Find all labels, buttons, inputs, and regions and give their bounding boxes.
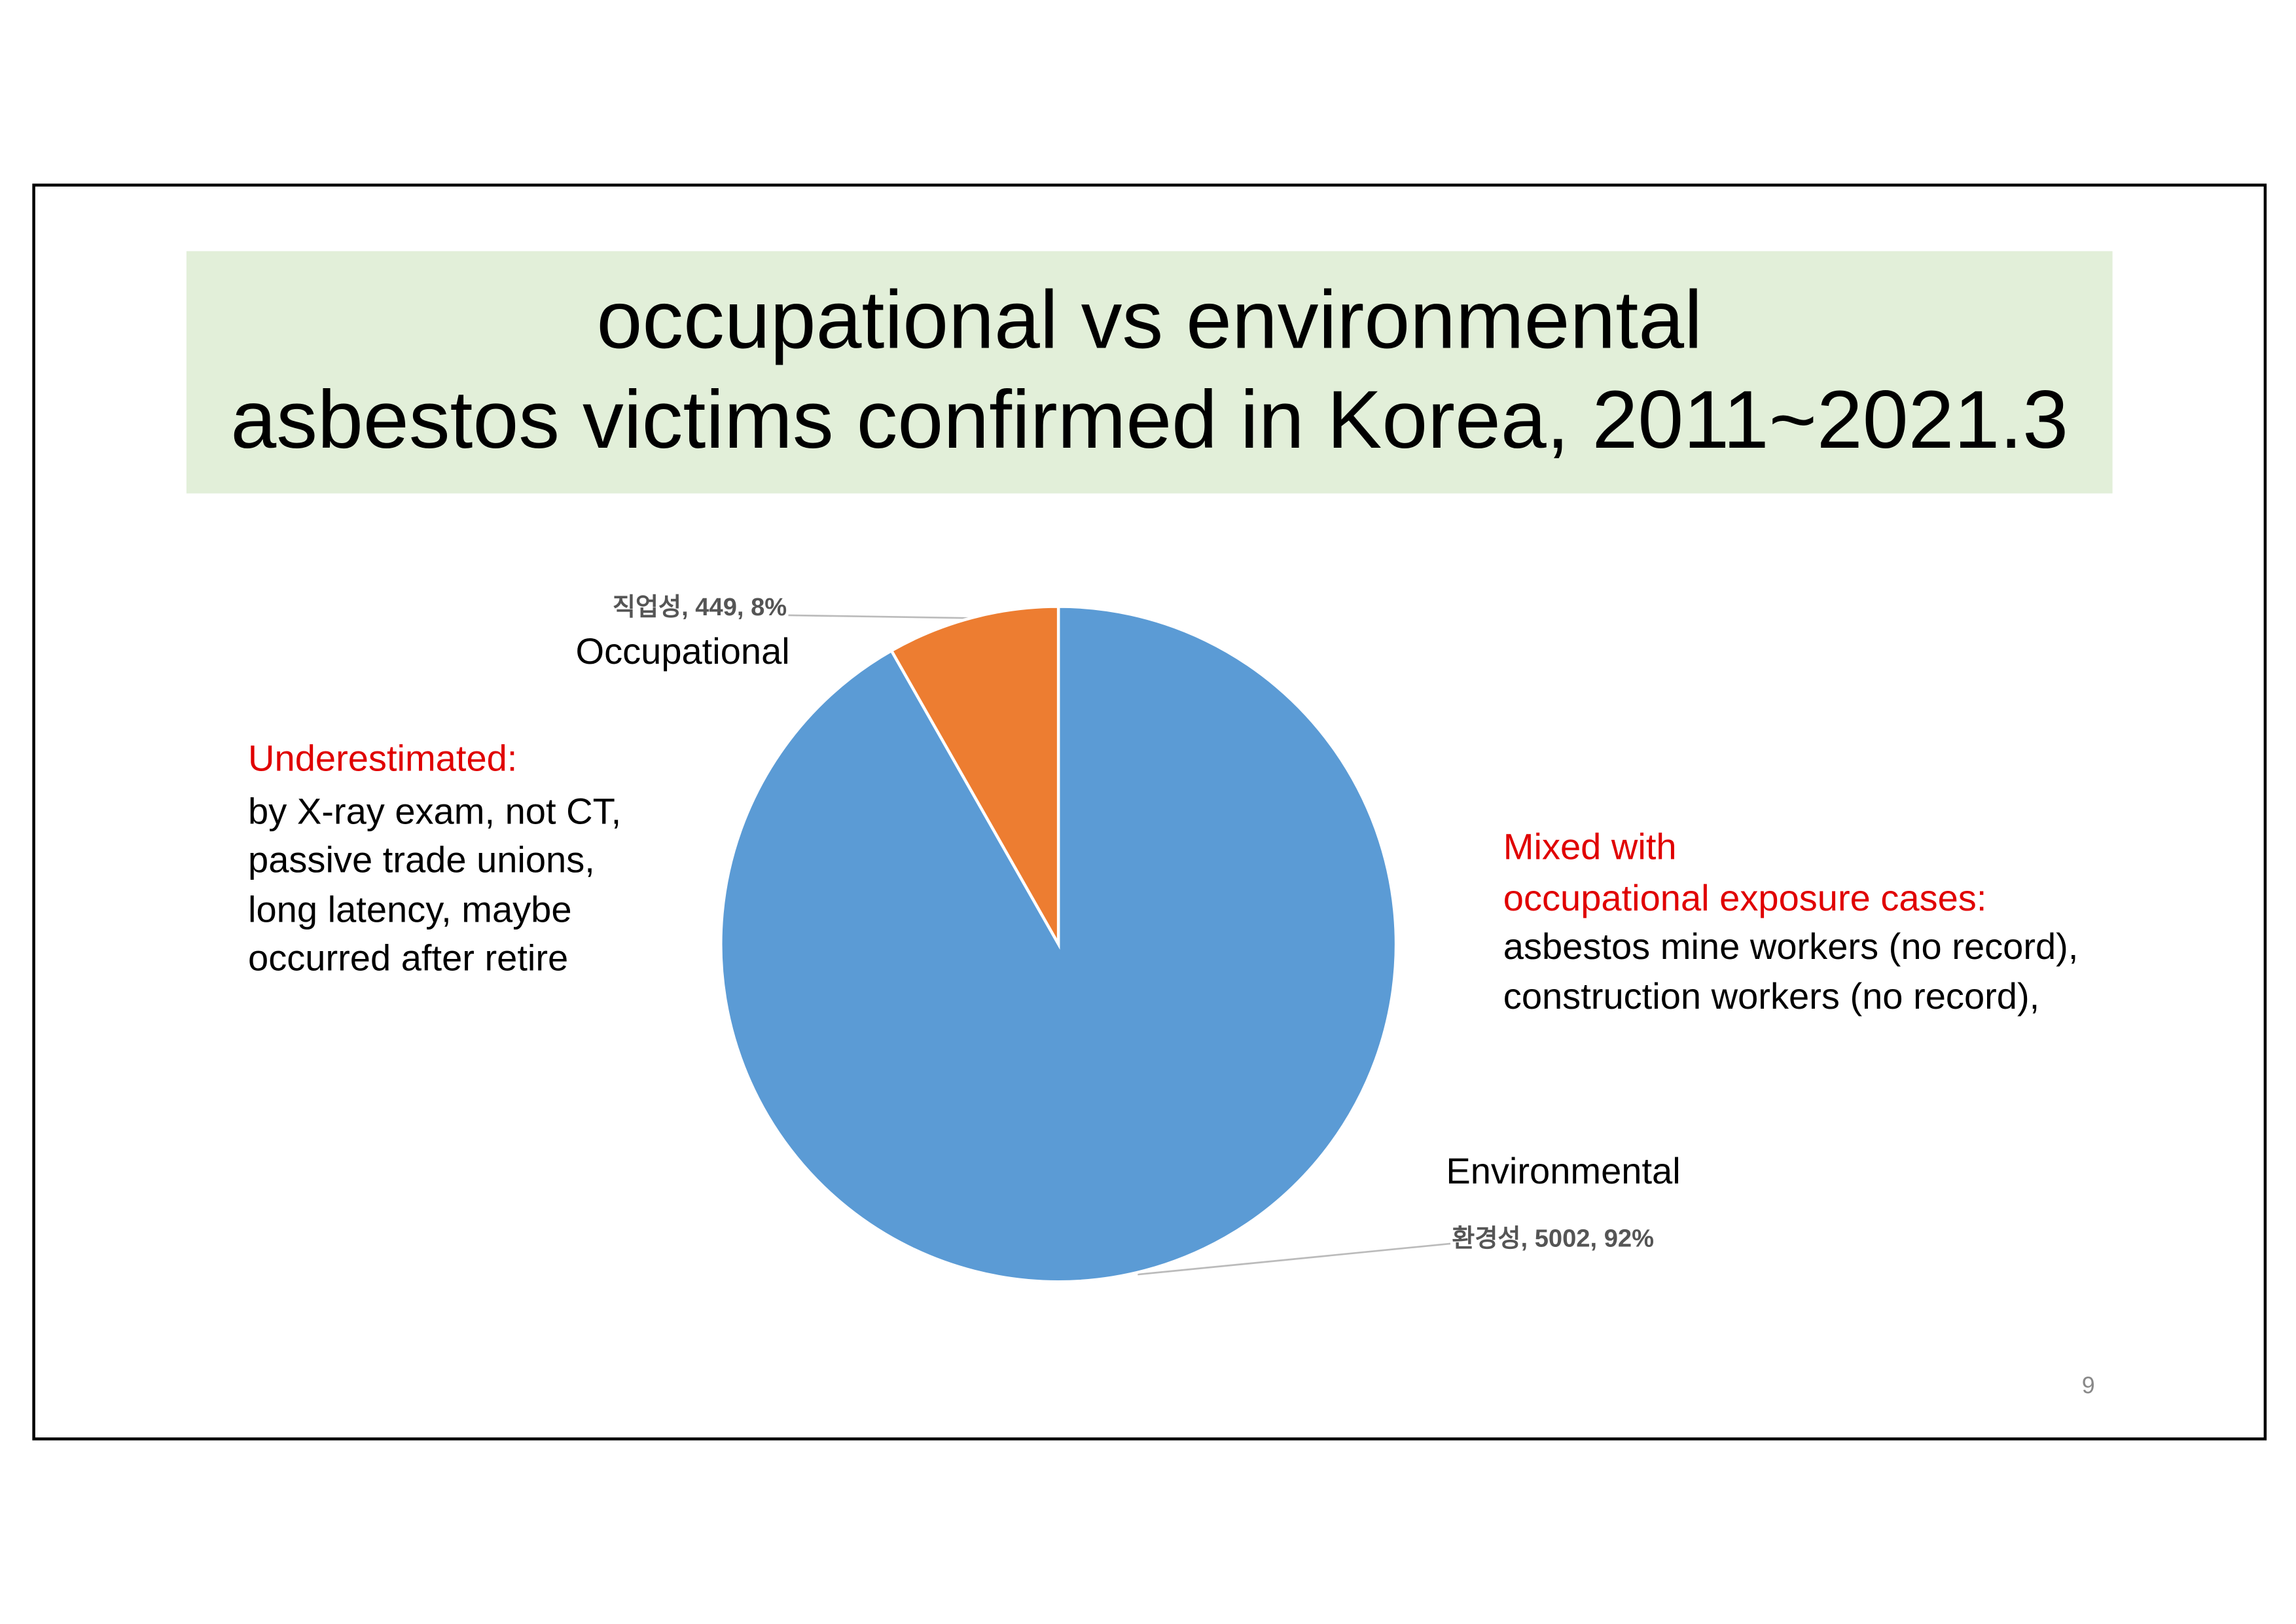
category-label: 환경성 xyxy=(1452,1224,1520,1252)
right-heading: Mixed with xyxy=(1503,825,1677,867)
title-box xyxy=(186,251,2113,494)
left-heading: Underestimated: xyxy=(248,738,517,779)
slice-name: Occupational xyxy=(575,630,789,672)
pie-slice xyxy=(719,605,1398,1284)
data-label: 직업성, 449, 8% xyxy=(613,593,787,621)
value-label: , 5002, 92% xyxy=(1521,1224,1654,1252)
data-label: 환경성, 5002, 92% xyxy=(1452,1224,1654,1252)
leader-line xyxy=(1138,1242,1451,1276)
right-heading: occupational exposure cases: xyxy=(1503,877,1987,918)
right-line: construction workers (no record), xyxy=(1503,975,2039,1017)
leader-line xyxy=(788,614,977,619)
value-label: , 449, 8% xyxy=(681,593,787,621)
left-line: occurred after retire xyxy=(248,937,568,979)
pie xyxy=(719,605,1398,1284)
page-number: 9 xyxy=(2082,1373,2095,1399)
category-label: 직업성 xyxy=(613,593,681,621)
left-line: passive trade unions, xyxy=(248,839,595,880)
pie-slice xyxy=(889,605,1060,950)
right-line: asbestos mine workers (no record), xyxy=(1503,926,2079,967)
chart-title: occupational vs environmental xyxy=(596,274,1702,366)
left-line: long latency, maybe xyxy=(248,889,571,930)
slice-name: Environmental xyxy=(1446,1150,1680,1191)
chart-title: asbestos victims confirmed in Korea, 201… xyxy=(230,373,2068,465)
left-line: by X-ray exam, not CT, xyxy=(248,790,621,831)
